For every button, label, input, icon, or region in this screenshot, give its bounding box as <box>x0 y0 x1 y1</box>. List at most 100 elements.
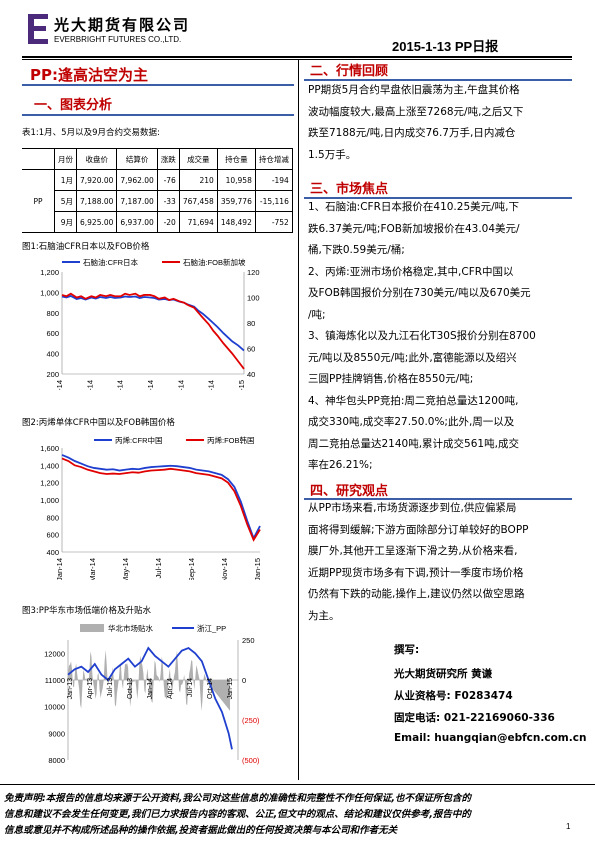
row-label-pp: PP <box>22 169 55 233</box>
y-tick-label: 600 <box>46 531 59 540</box>
series-line-1 <box>61 454 261 541</box>
table-cell: 359,776 <box>216 190 256 212</box>
license-number: 从业资格号: F0283474 <box>394 690 513 702</box>
text-line: 周二竞拍总量达2140吨,累计成交561吨,成交 <box>308 437 519 450</box>
y-right-tick-label: 60 <box>247 345 255 354</box>
x-tick-label: Nov-14 <box>220 558 229 580</box>
column-divider <box>298 60 299 780</box>
table-cell: 5月 <box>54 190 77 212</box>
text-line: 1、石脑油:CFR日本报价在410.25美元/吨,下 <box>308 201 519 213</box>
x-tick-label: Oct-14 <box>207 678 214 699</box>
title-rule <box>22 84 294 86</box>
company-logo <box>28 14 48 44</box>
section-rule <box>304 498 572 500</box>
text-line: 1.5万手。 <box>308 148 357 161</box>
table-cell: 1月 <box>54 169 77 191</box>
table-caption: 表1:1月、5月以及9月合约交易数据: <box>22 128 160 138</box>
text-line: /吨; <box>308 308 326 321</box>
page-number: 1 <box>566 822 571 831</box>
header-close: 收盘价 <box>75 148 118 170</box>
legend-label: 丙烯:CFR中国 <box>115 435 163 445</box>
legend-label: 石脑油:CFR日本 <box>83 257 138 267</box>
disclaimer-line: 信息或意见并不构成所述品种的操作依据,投资者据此做出的任何投资决策与本公司和作者… <box>4 825 398 836</box>
pp-east-china-chart: 8000 9000 10000 11000 12000 (500) (250) 0 250 Jan… <box>44 623 260 765</box>
text-line: 率在26.21%; <box>308 459 373 471</box>
text-line: 及FOB韩国报价分别在730美元/吨以及670美元 <box>308 287 531 299</box>
y-right-tick-label: 80 <box>247 319 255 328</box>
table-cell: 7,920.00 <box>75 169 118 191</box>
table-cell: 10,958 <box>216 169 256 191</box>
x-tick-label: Jul-14 <box>187 678 194 697</box>
y-right-tick-label: 0 <box>242 676 246 685</box>
text-line: 膜厂外,其他开工呈逐渐下滑之势,从价格来看, <box>308 545 518 557</box>
table-cell: 148,492 <box>216 211 256 233</box>
section-chart-analysis: 一、图表分析 <box>34 98 113 113</box>
table-cell: 767,458 <box>178 190 218 212</box>
table-cell: -752 <box>254 211 293 233</box>
y-tick-label: 11000 <box>45 676 65 685</box>
x-tick-label: Sep-14 <box>187 558 196 580</box>
propylene-price-chart: 400 600 800 1,000 1,200 1,400 1,600 Jan-14 Mar-1… <box>40 435 262 580</box>
y-tick-label: 800 <box>46 513 59 522</box>
table-cell: -20 <box>156 211 180 233</box>
table-cell: 7,188.00 <box>75 190 118 212</box>
x-tick-label: Jan-14 <box>147 678 154 700</box>
x-tick-label: May-14 <box>121 558 130 580</box>
company-name-cn: 光大期货有限公司 <box>54 16 191 34</box>
text-line: 面将得到缓解;下游方面除部分订单较好的BOPP <box>308 523 529 536</box>
x-tick-label: Jan-15 <box>227 678 234 700</box>
section-rule <box>304 197 572 199</box>
x-tick-label: Jan-15 <box>253 558 262 580</box>
y-tick-label: 1,200 <box>40 479 59 488</box>
section-market-review: 二、行情回顾 <box>310 64 389 79</box>
text-line: 仍然有下跌的动能,操作上,建议仍然以做空思路 <box>308 588 525 600</box>
text-line: 三圆PP挂牌销售,价格在8550元/吨; <box>308 373 474 385</box>
header-oi: 持仓量 <box>216 148 256 170</box>
x-tick-label: Jan-15 <box>237 380 246 390</box>
legend-swatch <box>80 624 104 632</box>
y-tick-label: 1,000 <box>40 496 59 505</box>
table-cell: -33 <box>156 190 180 212</box>
x-tick-label: Jan-14 <box>55 558 64 580</box>
table-corner <box>22 148 55 170</box>
text-line: 波动幅度较大,最高上涨至7268元/吨,之后又下 <box>308 105 524 118</box>
text-line: 跌至7188元/吨,日内成交76.7万手,日内减仓 <box>308 127 516 139</box>
text-line: 4、神华包头PP竞拍:周二竞拍总量达1200吨, <box>308 394 519 407</box>
header-volume: 成交量 <box>178 148 218 170</box>
company-name-en: EVERBRIGHT FUTURES CO.,LTD. <box>54 35 182 44</box>
table-cell: 7,962.00 <box>116 169 158 191</box>
text-line: 元/吨以及8550元/吨;此外,富德能源以及绍兴 <box>308 351 517 364</box>
y-right-tick-label: (250) <box>242 716 260 725</box>
legend-label: 浙江_PP <box>197 623 226 633</box>
y-right-tick-label: 40 <box>247 370 255 379</box>
x-tick-label: Nov-14 <box>207 380 216 390</box>
table-cell: -194 <box>254 169 293 191</box>
y-tick-label: 12000 <box>44 649 65 658</box>
series-line-2 <box>61 292 245 370</box>
y-tick-label: 9000 <box>48 729 65 738</box>
legend-label: 石脑油:FOB新加坡 <box>183 257 246 267</box>
y-tick-label: 800 <box>46 309 59 318</box>
table-cell: 7,187.00 <box>116 190 158 212</box>
table-cell: 9月 <box>54 211 77 233</box>
figure2-caption: 图2:丙烯单体CFR中国以及FOB韩国价格 <box>22 418 175 428</box>
text-line: 为主。 <box>308 609 340 622</box>
legend-label: 丙烯:FOB韩国 <box>207 435 255 445</box>
y-tick-label: 1,400 <box>40 461 59 470</box>
y-right-tick-label: 100 <box>247 294 260 303</box>
contract-data-table: 月份 收盘价 结算价 涨跌 成交量 持仓量 持仓增减 PP 1月 7,920.0… <box>22 148 293 233</box>
market-focus-text: 1、石脑油:CFR日本报价在410.25美元/吨,下 跌6.37美元/吨;FOB新… <box>308 197 536 477</box>
section-rule <box>304 79 572 81</box>
header-rule <box>22 56 572 58</box>
x-tick-label: Mar-14 <box>88 558 97 580</box>
disclaimer-line: 免责声明:本报告的信息均来源于公开资料,我公司对这些信息的准确性和完整性不作任何… <box>4 793 472 804</box>
y-tick-label: 10000 <box>44 703 65 712</box>
disclaimer-line: 信息和建议不会发生任何变更,我们已力求报告内容的客观、公正,但文中的观点、结论和… <box>4 809 471 820</box>
text-line: 3、镇海炼化以及九江石化T30S报价分别在8700 <box>308 330 536 342</box>
y-tick-label: 1,200 <box>40 268 59 277</box>
x-tick-label: Sep-14 <box>176 380 185 390</box>
x-tick-label: Jul-13 <box>107 678 114 697</box>
section-market-focus: 三、市场焦点 <box>310 182 389 197</box>
header-change: 涨跌 <box>156 148 180 170</box>
x-tick-label: Jan-14 <box>55 380 64 390</box>
